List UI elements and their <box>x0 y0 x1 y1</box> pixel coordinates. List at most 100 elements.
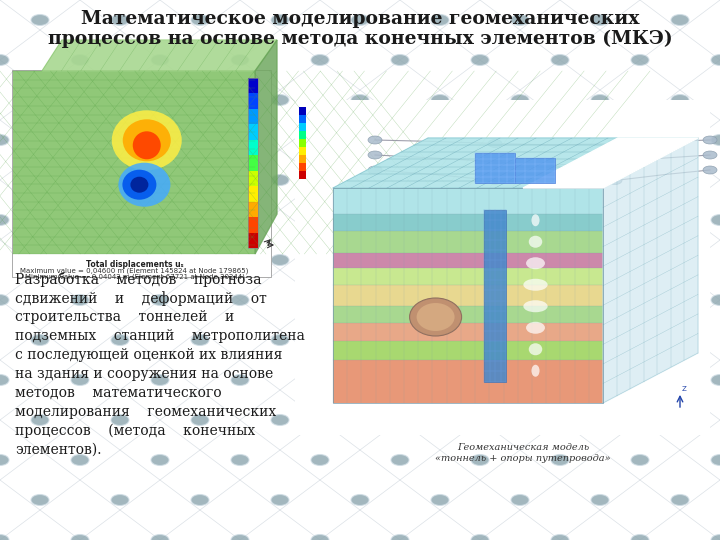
Ellipse shape <box>111 15 129 25</box>
Bar <box>299 123 306 131</box>
Text: строительства    тоннелей    и: строительства тоннелей и <box>15 310 234 324</box>
Text: процессов на основе метода конечных элементов (МКЭ): процессов на основе метода конечных элем… <box>48 30 672 48</box>
Ellipse shape <box>711 134 720 145</box>
Ellipse shape <box>431 415 449 426</box>
Ellipse shape <box>526 257 545 269</box>
Ellipse shape <box>511 15 529 25</box>
Text: Total displacements uₛ: Total displacements uₛ <box>86 260 184 269</box>
Bar <box>248 201 258 217</box>
Ellipse shape <box>591 174 609 186</box>
Ellipse shape <box>551 455 569 465</box>
Ellipse shape <box>391 55 409 65</box>
Ellipse shape <box>271 415 289 426</box>
Ellipse shape <box>151 214 169 226</box>
Ellipse shape <box>591 415 609 426</box>
Ellipse shape <box>431 495 449 505</box>
Text: процессов    (метода    конечных: процессов (метода конечных <box>15 424 256 438</box>
Ellipse shape <box>151 455 169 465</box>
Ellipse shape <box>151 535 169 540</box>
Ellipse shape <box>0 455 9 465</box>
Ellipse shape <box>523 300 548 312</box>
Text: Разработка    методов    прогноза: Разработка методов прогноза <box>15 272 261 287</box>
Ellipse shape <box>631 455 649 465</box>
Bar <box>299 147 306 155</box>
Text: Minimum value = -0,04042 m (Element 67721 at Node 30244): Minimum value = -0,04042 m (Element 6772… <box>24 274 244 280</box>
Ellipse shape <box>351 334 369 346</box>
Ellipse shape <box>511 254 529 266</box>
Ellipse shape <box>351 415 369 426</box>
Ellipse shape <box>671 15 689 25</box>
Ellipse shape <box>488 177 502 185</box>
Ellipse shape <box>151 134 169 145</box>
Bar <box>299 131 306 139</box>
Ellipse shape <box>471 134 489 145</box>
Bar <box>299 163 306 171</box>
Ellipse shape <box>511 94 529 105</box>
Ellipse shape <box>0 55 9 65</box>
Ellipse shape <box>191 94 209 105</box>
Ellipse shape <box>231 375 249 386</box>
Ellipse shape <box>631 535 649 540</box>
Ellipse shape <box>431 94 449 105</box>
Ellipse shape <box>431 254 449 266</box>
Ellipse shape <box>711 214 720 226</box>
Ellipse shape <box>31 15 49 25</box>
Ellipse shape <box>711 294 720 306</box>
Ellipse shape <box>191 334 209 346</box>
Ellipse shape <box>631 134 649 145</box>
Text: «тоннель + опоры путепровода»: «тоннель + опоры путепровода» <box>436 454 611 463</box>
Bar <box>333 360 603 403</box>
Ellipse shape <box>631 294 649 306</box>
Polygon shape <box>255 40 277 254</box>
Bar <box>484 210 506 381</box>
Ellipse shape <box>391 535 409 540</box>
Ellipse shape <box>391 455 409 465</box>
Ellipse shape <box>151 294 169 306</box>
Ellipse shape <box>122 119 171 161</box>
Ellipse shape <box>671 415 689 426</box>
Ellipse shape <box>391 294 409 306</box>
Ellipse shape <box>551 214 569 226</box>
Ellipse shape <box>471 535 489 540</box>
Ellipse shape <box>351 495 369 505</box>
Ellipse shape <box>31 174 49 186</box>
Ellipse shape <box>0 294 9 306</box>
Ellipse shape <box>391 375 409 386</box>
Ellipse shape <box>271 174 289 186</box>
Ellipse shape <box>431 15 449 25</box>
Bar <box>333 188 603 214</box>
Ellipse shape <box>0 214 9 226</box>
Ellipse shape <box>671 495 689 505</box>
Bar <box>248 93 258 109</box>
Text: Геомеханическая модель: Геомеханическая модель <box>457 443 589 452</box>
Ellipse shape <box>410 298 462 336</box>
Ellipse shape <box>71 535 89 540</box>
Ellipse shape <box>471 55 489 65</box>
Ellipse shape <box>271 495 289 505</box>
Ellipse shape <box>703 136 717 144</box>
Bar <box>299 155 306 163</box>
Bar <box>248 171 258 186</box>
Ellipse shape <box>531 364 539 377</box>
Bar <box>333 306 603 323</box>
Ellipse shape <box>118 163 171 207</box>
Ellipse shape <box>671 254 689 266</box>
Ellipse shape <box>671 94 689 105</box>
Ellipse shape <box>0 535 9 540</box>
Ellipse shape <box>551 294 569 306</box>
Ellipse shape <box>151 375 169 386</box>
Ellipse shape <box>71 134 89 145</box>
Bar <box>333 188 603 403</box>
Ellipse shape <box>311 134 329 145</box>
Bar <box>299 139 306 147</box>
Ellipse shape <box>511 174 529 186</box>
Ellipse shape <box>311 375 329 386</box>
Text: методов    математического: методов математического <box>15 386 222 400</box>
Text: на здания и сооружения на основе: на здания и сооружения на основе <box>15 367 274 381</box>
Ellipse shape <box>231 55 249 65</box>
Ellipse shape <box>608 158 622 166</box>
Bar <box>248 109 258 124</box>
Ellipse shape <box>111 174 129 186</box>
Ellipse shape <box>351 254 369 266</box>
Ellipse shape <box>351 174 369 186</box>
